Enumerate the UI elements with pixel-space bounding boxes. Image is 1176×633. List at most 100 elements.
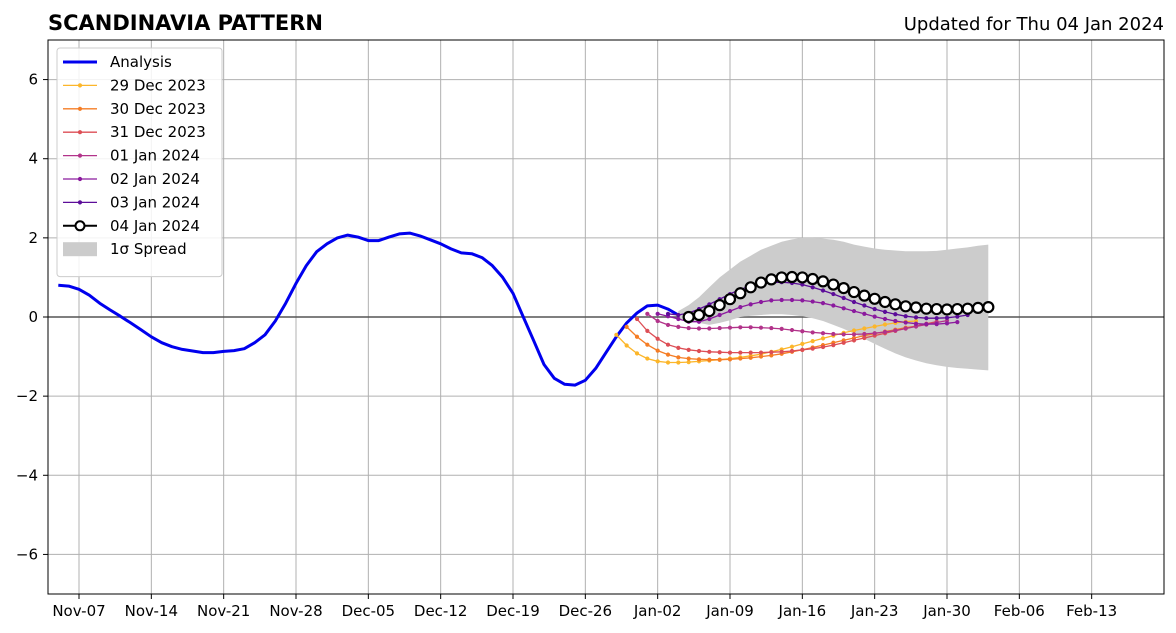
legend-swatch-marker (77, 176, 83, 182)
forecast-point (707, 326, 712, 331)
legend-swatch-marker (77, 83, 83, 88)
legend-swatch-marker (74, 220, 86, 232)
forecast-point (909, 301, 923, 314)
forecast-point (748, 302, 753, 307)
forecast-point (810, 346, 815, 351)
forecast-point (758, 350, 764, 355)
y-tick-label: −4 (16, 466, 38, 484)
forecast-point (676, 360, 681, 365)
forecast-point (707, 316, 712, 322)
forecast-point (955, 314, 960, 319)
forecast-point (851, 338, 857, 343)
forecast-point (758, 299, 764, 305)
forecast-point (696, 348, 702, 354)
forecast-point (882, 322, 888, 327)
forecast-point (820, 331, 826, 336)
forecast-point (748, 355, 753, 360)
forecast-point (738, 325, 743, 330)
legend-label-forecast: 03 Jan 2024 (110, 193, 200, 211)
legend-label-forecast: 29 Dec 2023 (110, 76, 206, 94)
legend-swatch-marker (77, 153, 83, 158)
legend-swatch-marker (77, 106, 83, 111)
forecast-point (692, 308, 706, 322)
forecast-point (820, 344, 826, 350)
forecast-point (893, 312, 898, 317)
forecast-point (862, 326, 867, 331)
forecast-point (769, 350, 774, 355)
forecast-point (882, 309, 888, 314)
forecast-point (703, 304, 716, 318)
x-tick-label: Dec-26 (559, 602, 613, 620)
analysis-line (58, 231, 680, 387)
forecast-point (696, 326, 702, 331)
forecast-point (800, 298, 805, 303)
x-tick-label: Jan-09 (705, 602, 754, 620)
forecast-point (800, 347, 805, 352)
forecast-point (851, 332, 857, 337)
forecast-point (727, 357, 733, 362)
forecast-point (862, 303, 867, 308)
forecast-point (820, 288, 826, 293)
forecast-point (713, 299, 726, 312)
chart-title: SCANDINAVIA PATTERN (48, 11, 323, 35)
forecast-point (748, 350, 753, 355)
legend-label-forecast: 01 Jan 2024 (110, 147, 200, 165)
x-tick-label: Jan-16 (778, 602, 827, 620)
forecast-point (645, 356, 650, 361)
forecast-point (655, 336, 660, 341)
x-tick-label: Dec-19 (486, 602, 540, 620)
forecast-point (982, 301, 995, 314)
forecast-point (903, 326, 908, 331)
y-tick-label: −2 (16, 387, 38, 405)
forecast-point (655, 348, 660, 353)
forecast-point (744, 281, 757, 294)
y-tick-label: −6 (16, 545, 38, 563)
forecast-point (862, 331, 867, 337)
forecast-point (851, 328, 857, 333)
forecast-point (862, 311, 867, 316)
series-layer (58, 231, 995, 387)
forecast-point (847, 285, 861, 299)
forecast-point (944, 315, 950, 320)
forecast-point (827, 278, 840, 291)
forecast-point (903, 320, 908, 325)
legend-swatch-marker (77, 130, 83, 135)
forecast-point (738, 350, 743, 355)
forecast-point (655, 318, 660, 324)
y-tick-label: 4 (28, 150, 38, 168)
x-tick-label: Nov-28 (269, 602, 322, 620)
forecast-point (920, 302, 933, 315)
forecast-point (831, 291, 836, 297)
forecast-point (930, 302, 943, 316)
forecast-point (810, 330, 815, 335)
forecast-point (758, 354, 764, 359)
chart-subtitle: Updated for Thu 04 Jan 2024 (904, 14, 1164, 35)
forecast-point (868, 292, 881, 305)
forecast-point (779, 297, 784, 303)
forecast-point (645, 311, 650, 316)
forecast-point (837, 282, 850, 295)
forecast-point (841, 332, 846, 337)
forecast-point (806, 272, 819, 286)
forecast-point (789, 297, 795, 303)
forecast-series-04-jan-2024 (682, 270, 995, 324)
forecast-point (686, 347, 691, 352)
forecast-point (913, 321, 919, 326)
forecast-point (951, 302, 964, 316)
forecast-point (831, 342, 836, 348)
forecast-point (858, 289, 871, 302)
x-tick-label: Dec-12 (414, 602, 468, 620)
legend-box (56, 47, 223, 278)
forecast-point (634, 351, 640, 356)
forecast-point (893, 318, 898, 324)
forecast-point (851, 299, 857, 305)
forecast-point (971, 301, 985, 314)
forecast-point (624, 324, 629, 329)
x-tick-label: Jan-23 (850, 602, 899, 620)
forecast-point (893, 328, 898, 333)
legend-label-spread: 1σ Spread (110, 240, 187, 258)
forecast-point (655, 359, 660, 364)
forecast-point (789, 344, 795, 349)
forecast-point (665, 342, 671, 347)
